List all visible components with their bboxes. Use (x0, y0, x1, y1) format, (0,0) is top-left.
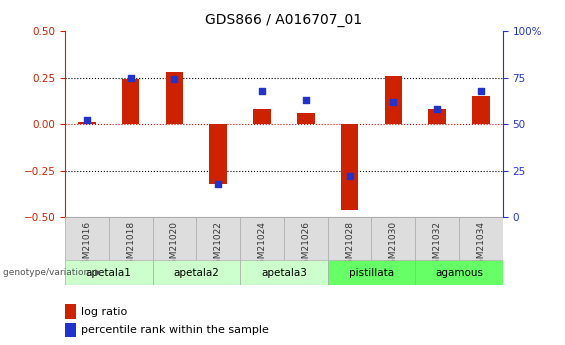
FancyBboxPatch shape (153, 217, 197, 260)
Bar (65, 323, 76, 337)
Point (170, 77, 179, 82)
Text: GSM21032: GSM21032 (433, 221, 442, 270)
Text: GSM21022: GSM21022 (214, 221, 223, 270)
FancyBboxPatch shape (109, 217, 153, 260)
FancyBboxPatch shape (415, 260, 503, 285)
Bar (341, 124, 358, 210)
FancyBboxPatch shape (240, 217, 284, 260)
FancyBboxPatch shape (65, 260, 153, 285)
Text: GSM21030: GSM21030 (389, 221, 398, 270)
FancyBboxPatch shape (153, 260, 240, 285)
Text: GSM21034: GSM21034 (476, 221, 485, 270)
FancyBboxPatch shape (65, 217, 109, 260)
Point (126, 75, 135, 80)
Text: GSM21020: GSM21020 (170, 221, 179, 270)
Bar (472, 96, 490, 124)
Bar (210, 124, 227, 184)
Bar (297, 113, 315, 124)
FancyBboxPatch shape (197, 217, 240, 260)
Text: apetala1: apetala1 (86, 268, 132, 277)
FancyBboxPatch shape (415, 217, 459, 260)
Text: log ratio: log ratio (81, 307, 127, 317)
Title: GDS866 / A016707_01: GDS866 / A016707_01 (205, 13, 363, 27)
Text: GSM21028: GSM21028 (345, 221, 354, 270)
Text: GSM21016: GSM21016 (82, 221, 92, 270)
Point (301, 97, 310, 103)
Text: apetala2: apetala2 (173, 268, 219, 277)
Text: percentile rank within the sample: percentile rank within the sample (81, 325, 269, 335)
Bar (122, 79, 140, 124)
FancyBboxPatch shape (284, 217, 328, 260)
Point (389, 99, 398, 105)
Point (345, 174, 354, 179)
Text: GSM21026: GSM21026 (301, 221, 310, 270)
Text: GSM21024: GSM21024 (258, 221, 267, 270)
Text: agamous: agamous (435, 268, 483, 277)
Text: pistillata: pistillata (349, 268, 394, 277)
Bar (428, 109, 446, 124)
FancyBboxPatch shape (328, 217, 372, 260)
Point (82, 118, 92, 123)
Point (214, 181, 223, 187)
Bar (166, 72, 183, 124)
FancyBboxPatch shape (459, 217, 503, 260)
Point (258, 88, 267, 93)
Bar (385, 76, 402, 124)
Bar (78, 122, 95, 124)
Point (476, 88, 485, 93)
Bar (253, 109, 271, 124)
FancyBboxPatch shape (328, 260, 415, 285)
Point (433, 107, 442, 112)
Text: GSM21018: GSM21018 (126, 221, 135, 270)
FancyBboxPatch shape (240, 260, 328, 285)
Bar (65, 304, 76, 319)
FancyBboxPatch shape (372, 217, 415, 260)
Text: genotype/variation  ▶: genotype/variation ▶ (3, 268, 102, 277)
Text: apetala3: apetala3 (261, 268, 307, 277)
